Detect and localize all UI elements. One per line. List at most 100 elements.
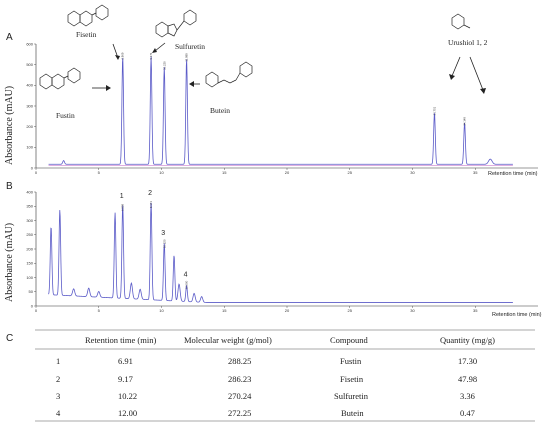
y-tick-label: 100 [26,145,33,150]
peak-rt-label: 34.149 [463,117,467,126]
table-cell: 10.22 [118,391,137,401]
table-row: 1 6.91 288.25 Fustin 17.30 [56,356,477,366]
y-tick-label: 200 [26,124,33,129]
table-cell: Butein [341,408,364,418]
peak-rt-label: 9.171 [149,201,153,208]
y-tick-label: 0 [31,165,34,170]
table-header-cell: Quantity (mg/g) [440,335,495,345]
table-cell: 3 [56,391,60,401]
y-tick-label: 500 [26,62,33,67]
x-tick-label: 30 [410,308,415,313]
table-cell: Fisetin [340,374,364,384]
peak-number-label: 3 [161,230,165,237]
y-tick-label: 100 [26,275,33,280]
table-cell: 272.25 [228,408,251,418]
urushiol-arrowhead-1 [449,74,455,80]
x-tick-label: 25 [348,170,353,175]
x-tick-label: 0 [35,308,38,313]
peak-number-label: 4 [184,271,188,278]
panel-b-xlabel: Retention time (min) [492,312,542,318]
urushiol-arrowhead-2 [480,88,486,94]
x-tick-label: 5 [98,308,101,313]
x-tick-label: 25 [348,308,353,313]
panel-b-ylabel: Absorbance (mAU) [4,223,15,302]
table-cell: 9.17 [118,374,133,384]
panel-a-axes [35,44,538,169]
panel-b-axes [35,192,538,307]
urushiol-label: Urushiol 1, 2 [448,38,488,47]
panel-a-ylabel: Absorbance (mAU) [4,86,15,165]
fisetin-structure [67,4,109,27]
urushiol-structure [451,13,471,30]
y-tick-label: 150 [26,261,33,266]
fustin-structure [39,67,81,90]
fustin-label: Fustin [56,111,75,120]
x-tick-label: 20 [285,308,290,313]
butein-label: Butein [210,106,230,115]
butein-structure [205,61,253,88]
table-header-cell: Compound [330,335,369,345]
y-tick-label: 400 [26,189,33,194]
fisetin-label: Fisetin [76,30,97,39]
peak-number-label: 1 [120,193,124,200]
table-cell: 47.98 [458,374,477,384]
panel-c-letter: C [6,333,13,344]
table-row: 4 12.00 272.25 Butein 0.47 [56,408,475,418]
x-tick-label: 30 [410,170,415,175]
table-cell: 3.36 [460,391,475,401]
x-tick-label: 10 [159,308,164,313]
table-header-cell: Molecular weight (g/mol) [184,335,272,345]
y-tick-label: 400 [26,83,33,88]
y-tick-label: 350 [26,204,33,209]
table-cell: Sulfuretin [334,391,369,401]
table-cell: 270.24 [228,391,252,401]
table-cell: 12.00 [118,408,137,418]
panel-a-xlabel: Retention time (min) [488,171,538,177]
panel-b-letter: B [6,181,13,192]
table-cell: 288.25 [228,356,251,366]
table-header: Retention time (min) Molecular weight (g… [85,335,495,345]
y-tick-label: 0 [31,303,34,308]
sulfuretin-arrow [154,42,166,52]
panel-b-trace [48,202,513,303]
table-cell: Fustin [340,356,362,366]
y-tick-label: 300 [26,218,33,223]
y-tick-label: 600 [26,41,33,46]
sulfuretin-arrowhead [152,48,157,53]
y-tick-label: 50 [29,289,34,294]
fisetin-arrowhead [115,55,120,60]
peak-rt-label: 6.909 [121,204,125,211]
peak-rt-label: 11.999 [185,53,189,62]
y-tick-label: 300 [26,103,33,108]
peak-rt-label: 9.171 [149,52,153,59]
table-cell: 6.91 [118,356,133,366]
urushiol-arrow-1 [451,56,461,77]
peak-number-label: 2 [148,190,152,197]
panel-a-ticks: 0 100 200 300 400 500 600 0 5 10 15 20 25 30 35 [26,41,478,175]
table-cell: 286.23 [228,374,251,384]
fustin-arrowhead [106,85,111,91]
butein-arrowhead [189,81,194,87]
table-cell: 17.30 [458,356,477,366]
panel-a-letter: A [6,32,13,43]
x-tick-label: 35 [473,308,478,313]
panel-a-peak-labels: 6.909 9.171 10.220 11.999 31.751 34.149 [121,52,467,126]
x-tick-label: 10 [159,170,164,175]
urushiol-arrow-2 [469,56,484,91]
sulfuretin-label: Sulfuretin [175,42,205,51]
y-tick-label: 250 [26,232,33,237]
table-cell: 1 [56,356,60,366]
panel-b-ticks: 0 50 100 150 200 250 300 350 400 0 5 10 15 20 25 30 35 [26,189,478,313]
peak-rt-label: 10.220 [162,239,166,248]
peak-rt-label: 12.000 [185,280,189,289]
peak-rt-label: 10.220 [162,61,166,70]
panel-b-peak-labels: 6.909 1 9.171 2 10.220 3 12.000 4 [120,190,189,289]
peak-rt-label: 6.909 [121,52,125,59]
table-row: 2 9.17 286.23 Fisetin 47.98 [56,374,477,384]
sulfuretin-structure [155,9,197,38]
table-row: 3 10.22 270.24 Sulfuretin 3.36 [56,391,475,401]
table-cell: 4 [56,408,61,418]
table-cell: 0.47 [460,408,475,418]
x-tick-label: 15 [222,308,227,313]
